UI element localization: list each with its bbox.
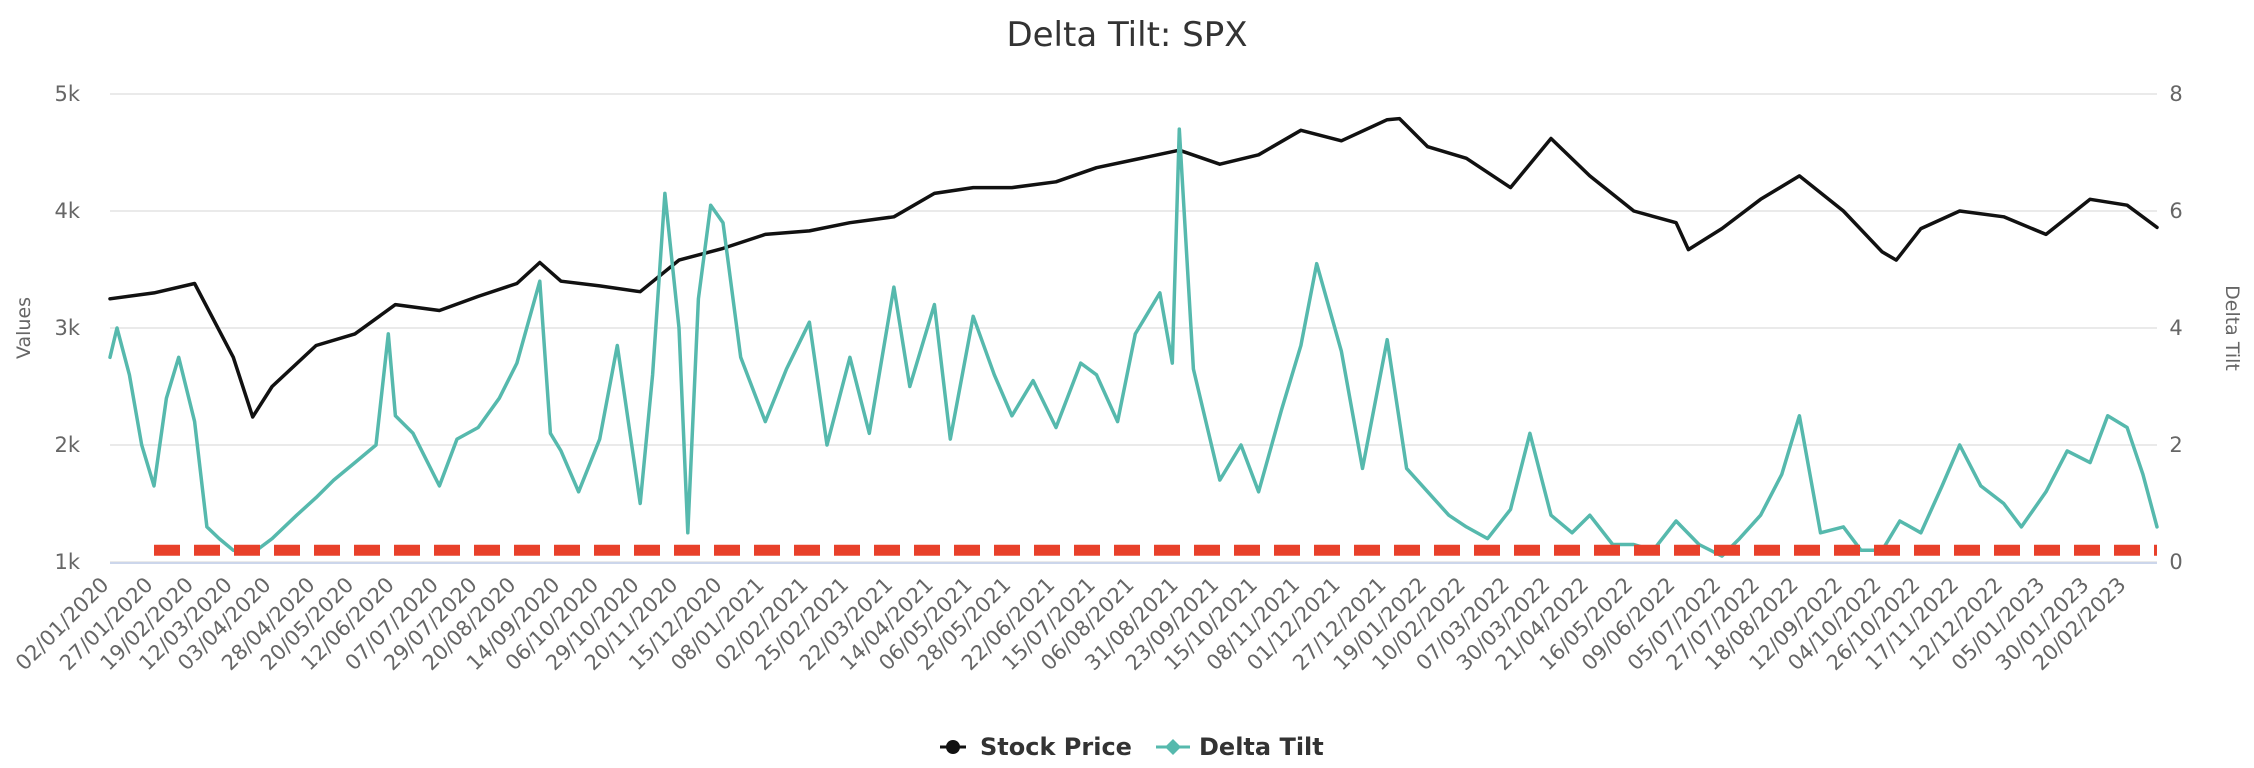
legend-stock-price-marker bbox=[946, 740, 960, 754]
legend[interactable]: Stock Price Delta Tilt bbox=[940, 733, 1324, 761]
right-y-axis: 0 2 4 6 8 bbox=[2169, 82, 2182, 574]
left-axis-title: Values bbox=[13, 297, 35, 359]
left-y-axis: 1k 2k 3k 4k 5k bbox=[54, 82, 80, 574]
right-axis-title: Delta Tilt bbox=[2221, 285, 2243, 371]
chart-title: Delta Tilt: SPX bbox=[1006, 15, 1247, 55]
right-tick-label: 6 bbox=[2169, 199, 2182, 223]
legend-delta-tilt-marker bbox=[1165, 739, 1181, 755]
x-axis: 02/01/202027/01/202019/02/202012/03/2020… bbox=[11, 573, 2131, 676]
series-group bbox=[108, 116, 2159, 558]
left-tick-label: 3k bbox=[54, 316, 80, 340]
legend-stock-price-label: Stock Price bbox=[980, 733, 1132, 761]
legend-item-stock-price[interactable]: Stock Price bbox=[940, 733, 1132, 761]
right-tick-label: 4 bbox=[2169, 316, 2182, 340]
right-tick-label: 0 bbox=[2169, 550, 2182, 574]
delta-tilt-line bbox=[108, 127, 2159, 558]
stock-price-line bbox=[108, 116, 2159, 419]
right-tick-label: 2 bbox=[2169, 433, 2182, 457]
left-tick-label: 4k bbox=[54, 199, 80, 223]
right-tick-label: 8 bbox=[2169, 82, 2182, 106]
legend-item-delta-tilt[interactable]: Delta Tilt bbox=[1156, 733, 1324, 761]
left-tick-label: 2k bbox=[54, 433, 80, 457]
legend-delta-tilt-label: Delta Tilt bbox=[1199, 733, 1324, 761]
left-tick-label: 5k bbox=[54, 82, 80, 106]
left-tick-label: 1k bbox=[54, 550, 80, 574]
gridlines bbox=[110, 93, 2157, 564]
